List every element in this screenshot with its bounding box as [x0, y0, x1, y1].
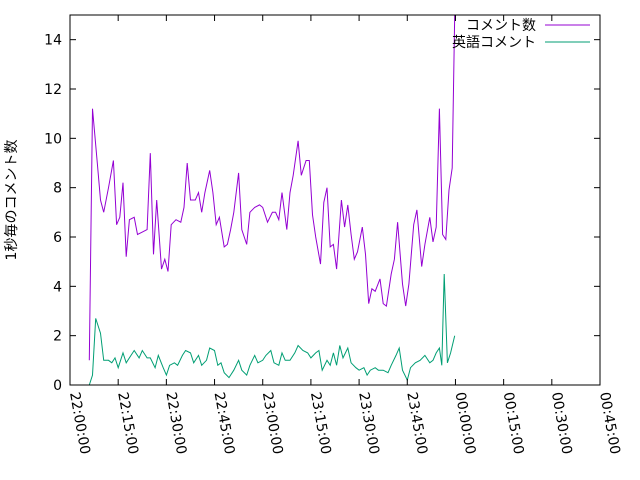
- legend-label-english: 英語コメント: [452, 34, 536, 51]
- x-tick-label: 22:00:00: [66, 391, 93, 456]
- y-tick-label: 12: [44, 82, 62, 98]
- axis-ticks: 0 2 4 6 8 10 12 14 22:00:00 22:15:00 22:30:00 22:45…: [44, 15, 623, 456]
- x-tick-label: 23:30:00: [355, 391, 382, 456]
- y-tick-label: 0: [53, 378, 62, 394]
- y-tick-label: 4: [53, 279, 62, 295]
- x-tick-label: 22:45:00: [211, 391, 238, 456]
- x-tick-label: 00:45:00: [596, 391, 623, 456]
- x-tick-label: 00:00:00: [452, 391, 479, 456]
- series-line-comments: [88, 14, 456, 361]
- plot-marks: [88, 14, 456, 386]
- legend-label-comments: コメント数: [466, 18, 536, 34]
- x-tick-label: 23:15:00: [307, 391, 334, 456]
- x-tick-label: 00:15:00: [500, 391, 527, 456]
- x-tick-label: 22:30:00: [162, 391, 189, 456]
- y-tick-label: 8: [53, 181, 62, 197]
- y-tick-label: 14: [44, 33, 62, 49]
- y-tick-label: 6: [53, 230, 62, 246]
- plot-frame: [69, 14, 601, 386]
- y-tick-label: 10: [44, 131, 62, 147]
- y-axis-label: 1秒毎のコメント数: [4, 140, 20, 261]
- x-tick-label: 23:45:00: [403, 391, 430, 456]
- x-tick-label: 23:00:00: [259, 391, 286, 456]
- series-line-english: [88, 273, 456, 386]
- x-tick-label: 00:30:00: [548, 391, 575, 456]
- x-tick-label: 22:15:00: [114, 391, 141, 456]
- legend: コメント数 英語コメント: [452, 18, 590, 51]
- y-tick-label: 2: [53, 329, 62, 345]
